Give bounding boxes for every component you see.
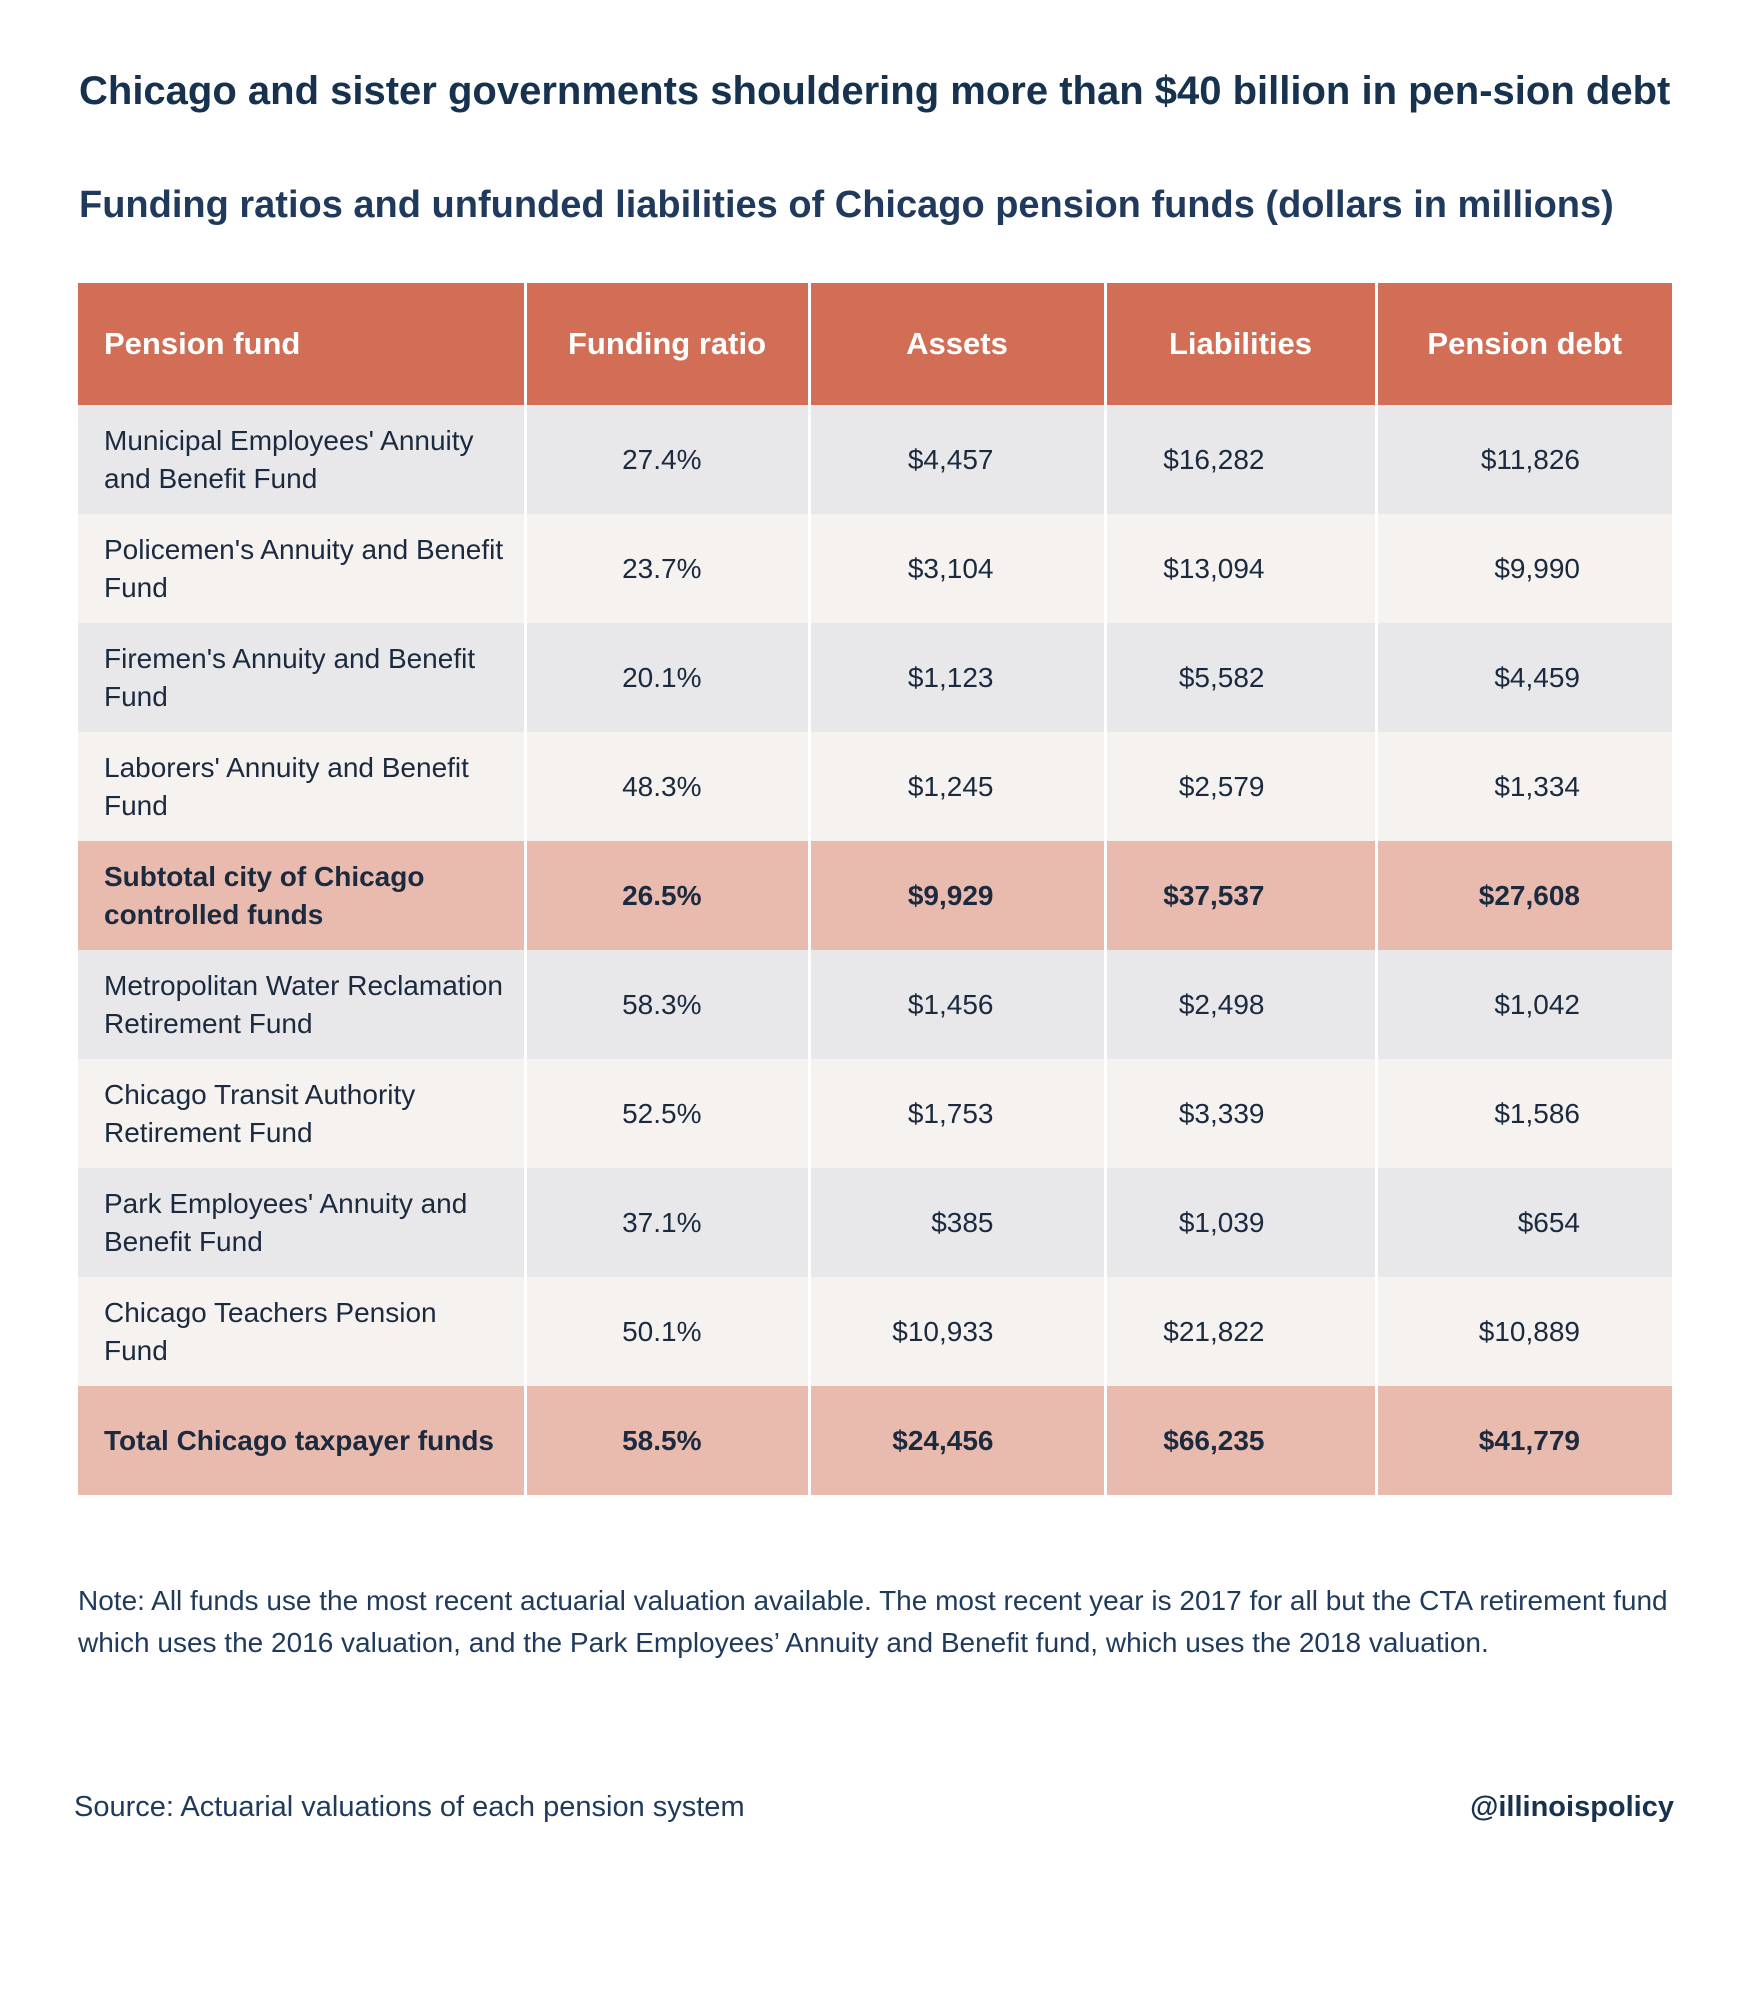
table-row: Park Employees' Annuity and Benefit Fund…	[78, 1168, 1672, 1277]
cell-assets: $1,456	[807, 950, 1107, 1059]
cell-liabilities: $21,822	[1103, 1277, 1378, 1386]
cell-assets: $9,929	[807, 841, 1107, 950]
column-header-liabilities: Liabilities	[1103, 283, 1378, 405]
cell-pension-fund: Laborers' Annuity and Benefit Fund	[78, 732, 527, 841]
cell-pension-fund: Total Chicago taxpayer funds	[78, 1386, 527, 1495]
cell-pension-fund: Municipal Employees' Annuity and Benefit…	[78, 405, 527, 514]
column-header-pension-fund: Pension fund	[78, 283, 527, 405]
table-row-total: Subtotal city of Chicago controlled fund…	[78, 841, 1672, 950]
cell-liabilities: $2,579	[1103, 732, 1378, 841]
table-row: Firemen's Annuity and Benefit Fund 20.1% $…	[78, 623, 1672, 732]
table-row: Chicago Teachers Pension Fund 50.1% $10,93…	[78, 1277, 1672, 1386]
cell-funding-ratio: 50.1%	[523, 1277, 811, 1386]
cell-pension-debt: $41,779	[1374, 1386, 1672, 1495]
cell-funding-ratio: 58.3%	[523, 950, 811, 1059]
cell-assets: $1,753	[807, 1059, 1107, 1168]
table-row-total: Total Chicago taxpayer funds 58.5% $24,456…	[78, 1386, 1672, 1495]
cell-pension-debt: $654	[1374, 1168, 1672, 1277]
column-header-assets: Assets	[807, 283, 1107, 405]
table-row: Laborers' Annuity and Benefit Fund 48.3% $…	[78, 732, 1672, 841]
column-header-pension-debt: Pension debt	[1374, 283, 1672, 405]
cell-funding-ratio: 52.5%	[523, 1059, 811, 1168]
cell-liabilities: $66,235	[1103, 1386, 1378, 1495]
table-row: Policemen's Annuity and Benefit Fund 23.7…	[78, 514, 1672, 623]
cell-assets: $385	[807, 1168, 1107, 1277]
table-row: Municipal Employees' Annuity and Benefit…	[78, 405, 1672, 514]
table-row: Chicago Transit Authority Retirement Fun…	[78, 1059, 1672, 1168]
cell-liabilities: $37,537	[1103, 841, 1378, 950]
cell-assets: $4,457	[807, 405, 1107, 514]
cell-pension-fund: Metropolitan Water Reclamation Retiremen…	[78, 950, 527, 1059]
cell-pension-fund: Park Employees' Annuity and Benefit Fund	[78, 1168, 527, 1277]
cell-pension-debt: $11,826	[1374, 405, 1672, 514]
cell-liabilities: $13,094	[1103, 514, 1378, 623]
cell-pension-debt: $1,334	[1374, 732, 1672, 841]
cell-funding-ratio: 26.5%	[523, 841, 811, 950]
cell-pension-debt: $27,608	[1374, 841, 1672, 950]
cell-liabilities: $1,039	[1103, 1168, 1378, 1277]
chart-title: Chicago and sister governments shoulderi…	[79, 69, 1671, 113]
cell-funding-ratio: 37.1%	[523, 1168, 811, 1277]
cell-assets: $10,933	[807, 1277, 1107, 1386]
cell-funding-ratio: 23.7%	[523, 514, 811, 623]
cell-liabilities: $3,339	[1103, 1059, 1378, 1168]
cell-pension-debt: $1,586	[1374, 1059, 1672, 1168]
chart-subtitle: Funding ratios and unfunded liabilities …	[79, 184, 1614, 226]
cell-pension-fund: Chicago Transit Authority Retirement Fun…	[78, 1059, 527, 1168]
cell-funding-ratio: 48.3%	[523, 732, 811, 841]
cell-assets: $1,245	[807, 732, 1107, 841]
column-header-funding-ratio: Funding ratio	[523, 283, 811, 405]
cell-liabilities: $2,498	[1103, 950, 1378, 1059]
pension-table: Pension fund Funding ratio Assets Liabil…	[78, 283, 1672, 1495]
source-text: Source: Actuarial valuations of each pen…	[74, 1791, 745, 1823]
table-row: Metropolitan Water Reclamation Retiremen…	[78, 950, 1672, 1059]
cell-liabilities: $16,282	[1103, 405, 1378, 514]
cell-pension-debt: $9,990	[1374, 514, 1672, 623]
cell-assets: $3,104	[807, 514, 1107, 623]
cell-pension-fund: Chicago Teachers Pension Fund	[78, 1277, 527, 1386]
cell-assets: $1,123	[807, 623, 1107, 732]
cell-funding-ratio: 27.4%	[523, 405, 811, 514]
cell-assets: $24,456	[807, 1386, 1107, 1495]
cell-funding-ratio: 58.5%	[523, 1386, 811, 1495]
cell-pension-fund: Policemen's Annuity and Benefit Fund	[78, 514, 527, 623]
cell-pension-fund: Subtotal city of Chicago controlled fund…	[78, 841, 527, 950]
cell-liabilities: $5,582	[1103, 623, 1378, 732]
cell-pension-debt: $10,889	[1374, 1277, 1672, 1386]
table-body: Municipal Employees' Annuity and Benefit…	[78, 405, 1672, 1495]
table-header-row: Pension fund Funding ratio Assets Liabil…	[78, 283, 1672, 405]
footnote: Note: All funds use the most recent actu…	[78, 1585, 1668, 1658]
social-handle: @illinoispolicy	[1470, 1791, 1674, 1823]
cell-pension-debt: $1,042	[1374, 950, 1672, 1059]
cell-funding-ratio: 20.1%	[523, 623, 811, 732]
cell-pension-fund: Firemen's Annuity and Benefit Fund	[78, 623, 527, 732]
cell-pension-debt: $4,459	[1374, 623, 1672, 732]
